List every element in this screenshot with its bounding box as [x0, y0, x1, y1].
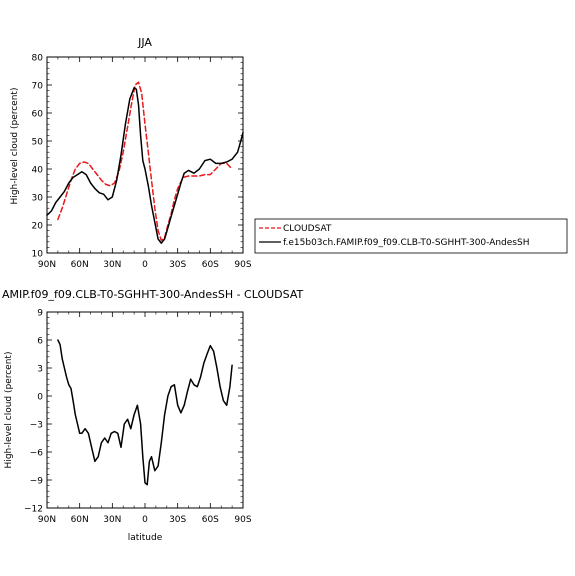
legend-label-model: f.e15b03ch.FAMIP.f09_f09.CLB-T0-SGHHT-30…	[283, 238, 529, 248]
top-y-tick-label: 50	[32, 138, 44, 148]
top-y-tick-label: 40	[32, 166, 44, 176]
bottom-y-tick-label: −9	[30, 477, 44, 487]
bottom-y-tick-label: −6	[30, 449, 44, 459]
bottom-x-tick-label: 30S	[169, 515, 186, 525]
bottom-y-tick-label: 3	[37, 365, 43, 375]
top-x-tick-label: 0	[142, 260, 148, 270]
bottom-chart-title: AMIP.f09_f09.CLB-T0-SGHHT-300-AndesSH - …	[2, 288, 304, 301]
bottom-y-tick-label: −12	[24, 505, 43, 515]
bottom-y-tick-labels: −12 −9 −6 −3 0 3 6 9	[24, 309, 43, 515]
top-x-tick-label: 90N	[38, 260, 56, 270]
top-x-tick-label: 60N	[71, 260, 89, 270]
bottom-x-tick-label: 0	[142, 515, 148, 525]
bottom-y-tick-label: 6	[37, 337, 43, 347]
top-x-tick-labels: 90N 60N 30N 0 30S 60S 90S	[38, 260, 252, 270]
top-y-tick-label: 70	[32, 82, 44, 92]
top-plot-frame	[46, 56, 244, 254]
bottom-x-tick-label: 60N	[71, 515, 89, 525]
legend-box	[254, 218, 568, 254]
top-series-lines	[46, 81, 244, 244]
bottom-x-tick-label: 30N	[103, 515, 121, 525]
bottom-y-tick-label: 0	[37, 393, 43, 403]
bottom-x-tick-label: 90N	[38, 515, 56, 525]
bottom-x-tick-label: 60S	[202, 515, 219, 525]
bottom-panel: AMIP.f09_f09.CLB-T0-SGHHT-300-AndesSH - …	[2, 288, 304, 543]
top-x-tick-label: 30N	[103, 260, 121, 270]
bottom-y-axis-label: High-level cloud (percent)	[4, 352, 14, 469]
top-series-line-1	[46, 87, 244, 244]
top-x-tick-label: 90S	[234, 260, 251, 270]
bottom-tick-marks	[46, 311, 244, 509]
top-x-tick-label: 60S	[202, 260, 219, 270]
top-y-tick-label: 10	[32, 250, 44, 260]
bottom-y-tick-label: −3	[30, 421, 43, 431]
top-series-line-0	[57, 81, 233, 242]
legend: CLOUDSAT f.e15b03ch.FAMIP.f09_f09.CLB-T0…	[254, 218, 568, 254]
bottom-x-tick-labels: 90N 60N 30N 0 30S 60S 90S	[38, 515, 252, 525]
bottom-plot-frame	[46, 311, 244, 509]
top-y-tick-label: 80	[32, 54, 44, 64]
top-y-axis-label: High-level cloud (percent)	[10, 88, 20, 205]
top-y-tick-label: 20	[32, 222, 44, 232]
top-y-tick-label: 30	[32, 194, 44, 204]
top-x-tick-label: 30S	[169, 260, 186, 270]
bottom-y-tick-label: 9	[37, 309, 43, 319]
top-y-tick-label: 60	[32, 110, 44, 120]
bottom-x-axis-label: latitude	[128, 533, 163, 543]
top-chart-title: JJA	[137, 36, 152, 49]
top-tick-marks	[46, 56, 244, 254]
legend-label-cloudsat: CLOUDSAT	[283, 224, 332, 234]
bottom-x-tick-label: 90S	[234, 515, 251, 525]
top-y-tick-labels: 10 20 30 40 50 60 70 80	[32, 54, 44, 260]
bottom-series-line-0	[57, 339, 233, 486]
top-panel: JJA High-level cloud (percent) 10 20 30 40 5…	[10, 36, 252, 270]
bottom-series-lines	[57, 339, 233, 486]
